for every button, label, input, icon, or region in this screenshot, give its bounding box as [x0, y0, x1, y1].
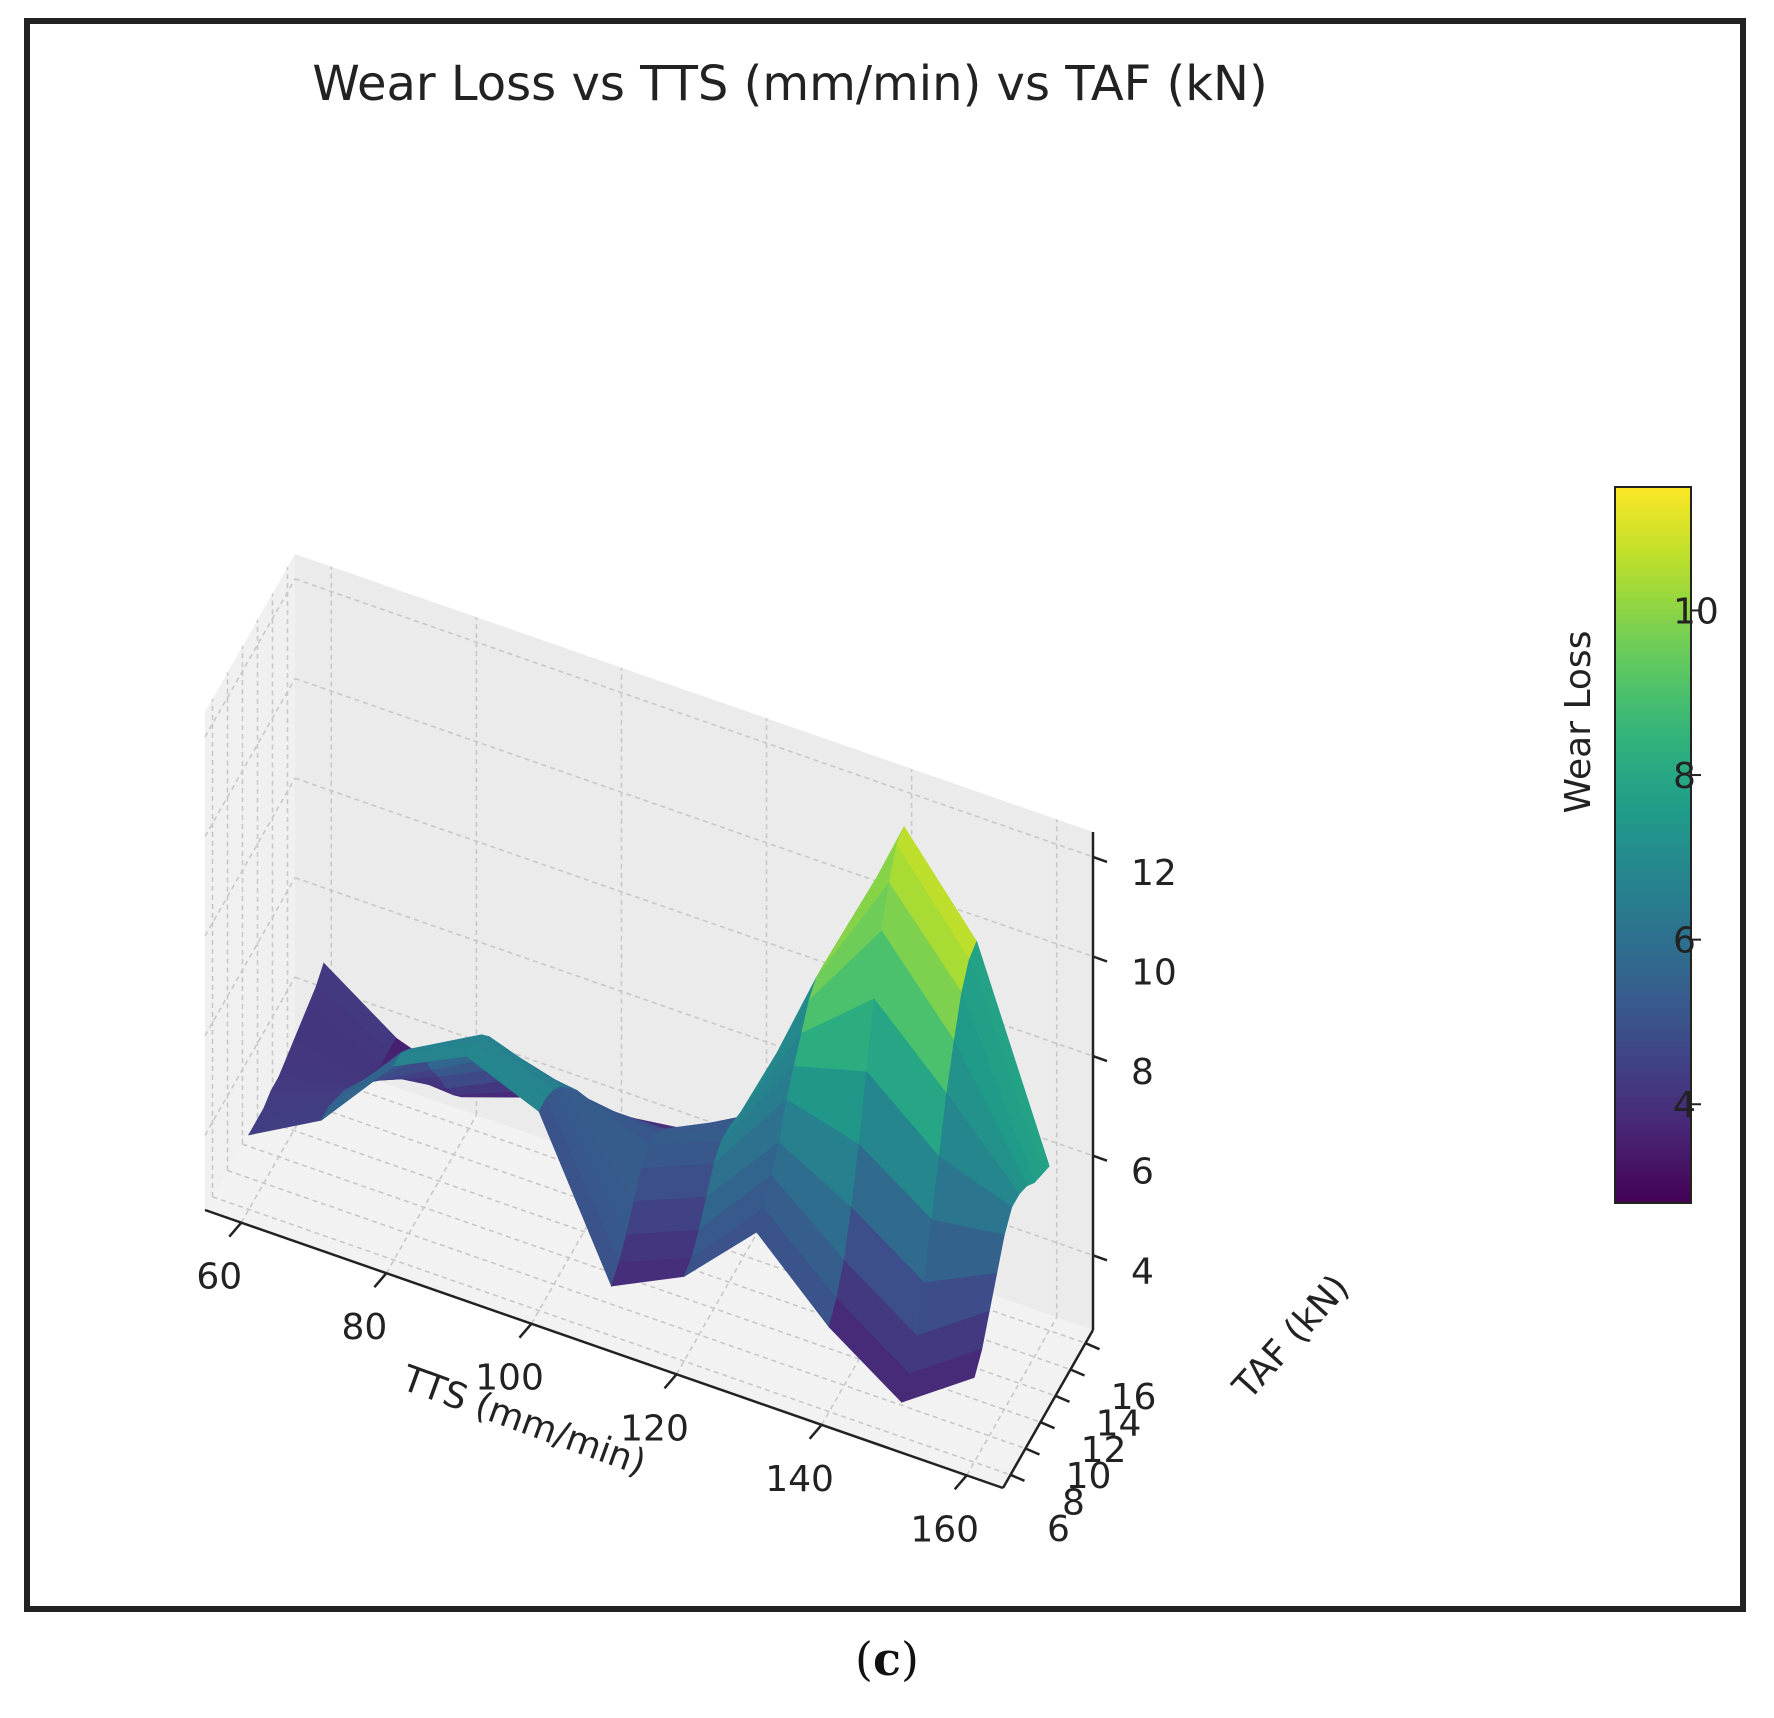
x-tick: [373, 1272, 388, 1288]
y-tick-label: 12: [1081, 1430, 1127, 1471]
y-tick: [1070, 1368, 1085, 1377]
gridline: [294, 677, 1094, 958]
gridline: [204, 976, 296, 1136]
y-tick-label: 8: [1062, 1483, 1085, 1524]
gridline: [212, 1196, 1011, 1476]
x-tick: [518, 1322, 533, 1339]
y-tick-label: 6: [1047, 1509, 1070, 1550]
x-tick: [228, 1221, 243, 1238]
z-tick-label: 8: [1131, 1052, 1154, 1093]
y-tick-label: 14: [1096, 1404, 1142, 1445]
y-tick: [1040, 1421, 1055, 1430]
gridline: [204, 678, 296, 837]
y-tick: [1010, 1473, 1025, 1482]
gridline: [385, 1114, 478, 1274]
y-tick-label: 16: [1111, 1377, 1157, 1418]
z-tick: [1092, 955, 1108, 963]
gridline: [227, 1169, 1026, 1450]
y-axis-label: TAF (kN): [1225, 1267, 1358, 1408]
caption-letter: c: [872, 1632, 901, 1686]
surface-patch: [633, 1163, 715, 1203]
chart-title: Wear Loss vs TTS (mm/min) vs TAF (kN): [312, 56, 1267, 112]
colorbar-tick-label: 4: [1673, 1085, 1696, 1126]
surface: [248, 825, 1050, 1403]
caption-open-paren: (: [855, 1632, 873, 1686]
x-tick-label: 160: [910, 1509, 979, 1550]
y-tick-label: 10: [1066, 1456, 1112, 1497]
gridline: [240, 1064, 332, 1224]
y-axis-line: [1001, 1329, 1095, 1489]
x-tick-label: 140: [765, 1459, 834, 1500]
x-tick: [808, 1424, 823, 1440]
z-axis-label: Wear Loss: [1558, 631, 1599, 814]
y-tick: [1025, 1447, 1040, 1456]
gridline: [204, 877, 296, 1037]
x-tick: [663, 1373, 678, 1390]
x-tick-label: 100: [475, 1358, 544, 1399]
axis-lines: [204, 832, 1108, 1491]
x-tick: [953, 1474, 968, 1491]
surface-patch: [618, 1229, 700, 1264]
y-tick: [1055, 1394, 1070, 1403]
z-tick: [1092, 1054, 1108, 1063]
z-tick: [1092, 1254, 1108, 1262]
gridline: [294, 578, 1094, 858]
caption-close-paren: ): [901, 1632, 919, 1686]
z-tick: [1092, 1154, 1108, 1162]
z-tick-label: 10: [1131, 953, 1177, 994]
colorbar-tick-label: 6: [1673, 921, 1696, 962]
x-tick-label: 60: [196, 1257, 242, 1298]
gridline: [530, 1165, 623, 1325]
figure-caption: (c): [0, 1632, 1774, 1686]
gridline: [966, 1316, 1058, 1476]
x-tick-label: 80: [341, 1307, 387, 1348]
surface-patch: [901, 1348, 983, 1403]
colorbar-tick-label: 10: [1673, 591, 1719, 632]
surface-patch: [625, 1196, 708, 1236]
z-tick-label: 12: [1131, 853, 1177, 894]
gridline: [675, 1215, 768, 1375]
y-tick: [1085, 1342, 1100, 1351]
z-tick-label: 6: [1131, 1152, 1154, 1193]
z-tick: [1092, 855, 1108, 864]
x-axis-line: [204, 1208, 1004, 1490]
z-tick-label: 4: [1131, 1251, 1154, 1292]
gridline: [204, 578, 296, 738]
colorbar-gradient: [1614, 486, 1692, 1204]
x-tick-label: 120: [620, 1408, 689, 1449]
colorbar-tick-label: 8: [1673, 756, 1696, 797]
gridline: [204, 777, 296, 937]
colorbar: 4 6 8 10: [1614, 486, 1719, 1204]
